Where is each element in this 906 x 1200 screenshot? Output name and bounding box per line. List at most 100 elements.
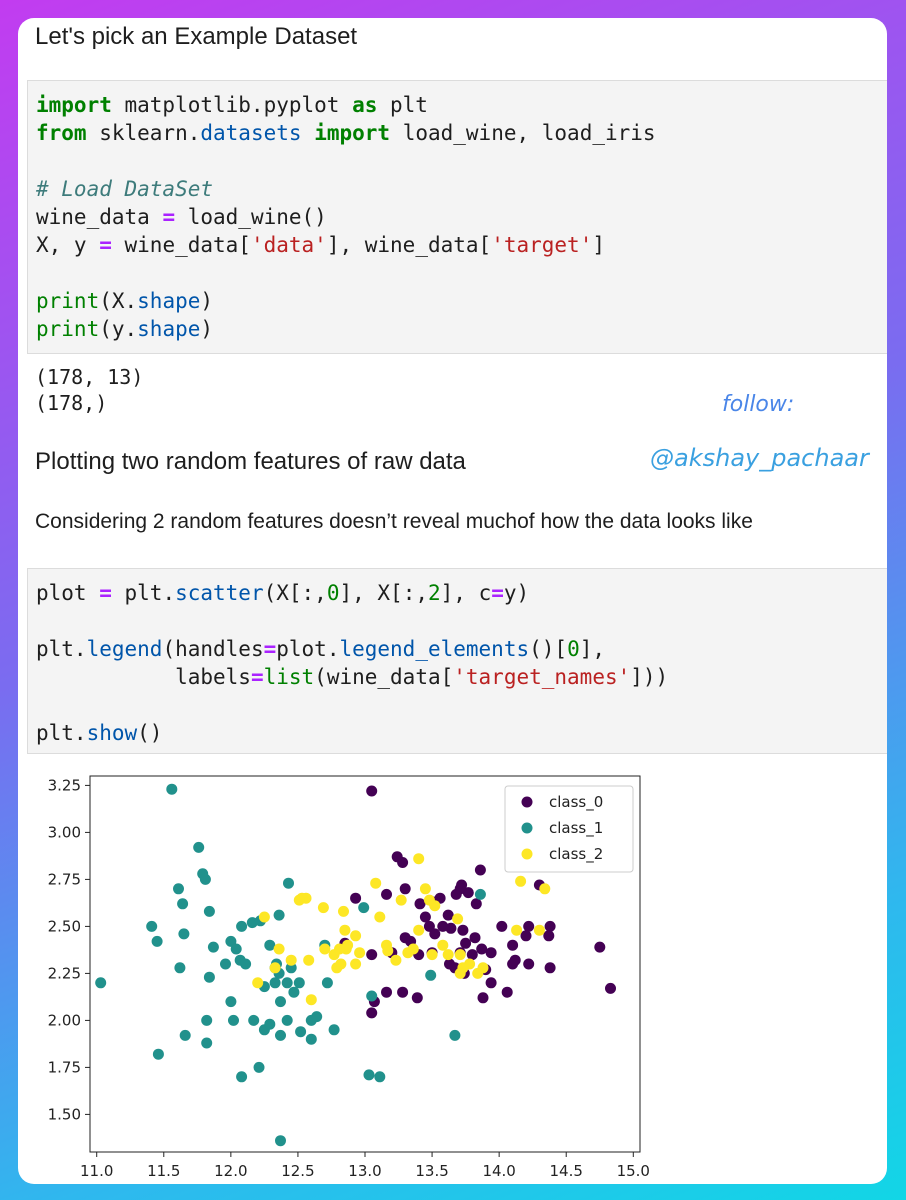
data-point-class_1 [207,941,219,953]
data-point-class_0 [399,932,411,944]
data-point-class_2 [339,924,351,936]
y-tick-label: 3.00 [48,823,81,841]
data-point-class_1 [152,1048,164,1060]
x-tick-label: 14.0 [482,1162,515,1180]
data-point-class_2 [328,949,340,961]
code-cell-load-dataset[interactable]: import matplotlib.pyplot as plt from skl… [27,80,887,354]
data-point-class_0 [399,883,411,895]
data-point-class_1 [225,996,237,1008]
data-point-class_2 [511,924,523,936]
x-tick-label: 11.5 [147,1162,180,1180]
data-point-class_2 [381,939,392,951]
data-point-class_0 [366,785,378,797]
data-point-class_1 [146,920,158,932]
data-point-class_0 [419,911,431,923]
data-point-class_1 [199,873,211,885]
y-tick-label: 2.25 [48,964,81,982]
data-point-class_1 [285,962,297,974]
data-point-class_0 [460,937,472,949]
code-line-2: from sklearn.datasets import load_wine, … [36,121,656,145]
code-cell-scatter[interactable]: plot = plt.scatter(X[:,0], X[:,2], c=y) … [27,568,887,754]
data-point-class_0 [423,920,435,932]
data-point-class_1 [281,1014,293,1026]
section-title-dataset: Let's pick an Example Dataset [35,23,358,50]
data-point-class_2 [331,962,343,974]
data-point-class_2 [413,853,425,865]
code-line-1: import matplotlib.pyplot as plt [36,93,428,117]
data-point-class_1 [273,909,285,921]
data-point-class_0 [366,1007,378,1019]
watermark-handle: @akshay_pachaar [650,444,869,472]
data-point-class_0 [474,864,486,876]
data-point-class_1 [201,1014,213,1026]
data-point-class_0 [442,909,454,921]
legend-marker-class_1 [521,822,533,834]
legend-label-class_2: class_2 [549,845,603,864]
data-point-class_1 [220,958,231,970]
data-point-class_0 [477,992,489,1004]
data-point-class_1 [95,977,107,989]
data-point-class_2 [452,913,464,925]
data-point-class_0 [470,898,482,910]
data-point-class_0 [476,943,488,955]
data-point-class_0 [350,892,362,904]
data-point-class_2 [350,930,362,942]
x-tick-label: 14.5 [550,1162,583,1180]
data-point-class_1 [305,1033,317,1045]
data-point-class_1 [203,905,215,917]
legend-label-class_0: class_0 [549,793,603,812]
data-point-class_2 [338,905,349,917]
x-tick-label: 12.5 [281,1162,314,1180]
data-point-class_2 [354,947,366,959]
data-point-class_1 [293,977,305,989]
data-point-class_1 [425,969,437,981]
data-point-class_2 [303,954,315,966]
data-point-class_2 [413,924,425,936]
data-point-class_0 [605,982,616,994]
data-point-class_0 [397,986,409,998]
data-point-class_2 [472,967,484,979]
data-point-class_1 [374,1071,386,1083]
data-point-class_2 [350,958,362,970]
data-point-class_1 [264,939,276,951]
data-point-class_0 [457,924,469,936]
data-point-class_1 [248,1014,260,1026]
data-point-class_2 [426,949,438,961]
scatter-chart: 11.0 11.5 12.0 12.5 13.0 13.5 14.0 14.5 15.0 1.50… [48,775,650,1180]
code-line-4: wine_data = load_wine() [36,205,327,229]
code-line-1: plot = plt.scatter(X[:,0], X[:,2], c=y) [36,581,530,605]
data-point-class_0 [501,986,513,998]
data-point-class_0 [469,932,481,944]
section-title-plotting: Plotting two random features of raw data [35,448,466,475]
x-tick-label: 11.0 [80,1162,113,1180]
data-point-class_2 [319,943,331,955]
data-point-class_1 [166,783,178,795]
data-point-class_1 [358,902,370,914]
data-point-class_1 [151,935,163,947]
data-point-class_0 [411,992,423,1004]
data-point-class_0 [381,888,392,900]
data-point-class_2 [258,911,270,923]
data-point-class_2 [390,954,402,966]
notebook-card: Let's pick an Example Dataset import mat… [18,18,887,1184]
data-point-class_2 [437,939,449,951]
data-point-class_1 [240,958,252,970]
code-block[interactable]: import matplotlib.pyplot as plt from skl… [28,81,887,343]
data-point-class_1 [275,1135,286,1147]
data-point-class_1 [281,977,293,989]
data-point-class_0 [391,851,403,863]
data-point-class_0 [466,949,478,961]
data-point-class_0 [366,949,378,961]
y-tick-label: 2.50 [48,917,81,935]
code-line-5: X, y = wine_data['data'], wine_data['tar… [36,233,605,257]
data-point-class_1 [173,883,184,895]
code-line-2: plt.legend(handles=plot.legend_elements(… [36,637,606,661]
data-point-class_2 [454,949,466,961]
data-point-class_0 [454,883,466,895]
data-point-class_2 [395,894,407,906]
data-point-class_1 [366,990,378,1002]
code-block[interactable]: plot = plt.scatter(X[:,0], X[:,2], c=y) … [28,569,887,747]
data-point-class_2 [317,902,329,914]
data-point-class_1 [288,986,300,998]
data-point-class_2 [370,877,382,889]
